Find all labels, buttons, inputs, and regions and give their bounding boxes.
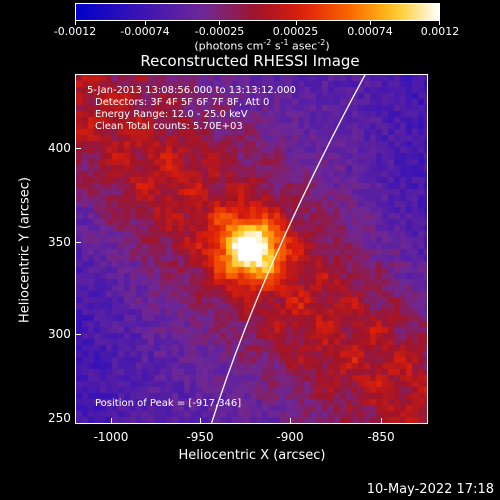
colorbar-tick-mark (144, 21, 146, 25)
x-tick-label: -900 (276, 430, 304, 444)
info-line-detectors: Detectors: 3F 4F 5F 6F 7F 8F, Att 0 (95, 97, 270, 108)
colorbar-tick-label: 0.0012 (420, 25, 460, 38)
y-tick-label: 350 (48, 235, 71, 249)
x-tick-label: -850 (367, 430, 395, 444)
y-axis-label: Heliocentric Y (arcsec) (17, 177, 33, 323)
colorbar-tick-mark (75, 21, 76, 25)
colorbar-tick-label: -0.00074 (120, 25, 170, 38)
x-tick-mark (200, 418, 201, 424)
y-tick-label: 400 (48, 141, 71, 155)
colorbar-tick-mark (370, 21, 372, 25)
colorbar-tick-label: 0.00025 (272, 25, 319, 38)
y-tick-mark (75, 242, 81, 243)
solar-limb-line (210, 75, 366, 423)
y-tick-label: 250 (48, 411, 71, 425)
x-tick-label: -1000 (93, 430, 129, 444)
x-tick-mark (381, 418, 382, 424)
heatmap-image (76, 75, 427, 423)
y-tick-mark (75, 148, 81, 149)
plot-area (75, 74, 428, 424)
colorbar (75, 3, 440, 21)
info-line-time: 5-Jan-2013 13:08:56.000 to 13:13:12.000 (87, 85, 296, 96)
timestamp: 10-May-2022 17:18 (366, 482, 494, 497)
colorbar-tick-mark (295, 21, 297, 25)
x-axis-label: Heliocentric X (arcsec) (178, 448, 326, 463)
x-tick-mark (290, 418, 291, 424)
x-tick-label: -950 (186, 430, 214, 444)
colorbar-tick-mark (219, 21, 221, 25)
colorbar-tick-label: 0.00074 (347, 25, 393, 38)
colorbar-units: (photons cm-2 s-1 asec-2) (194, 38, 330, 53)
colorbar-tick-label: -0.0012 (53, 25, 97, 38)
plot-title: Reconstructed RHESSI Image (140, 52, 360, 70)
info-line-energy: Energy Range: 12.0 - 25.0 keV (95, 109, 248, 120)
y-tick-mark (75, 334, 81, 335)
info-line-clean: Clean Total counts: 5.70E+03 (95, 121, 243, 132)
y-tick-label: 300 (48, 327, 71, 341)
x-tick-mark (111, 418, 112, 424)
colorbar-tick-label: -0.00025 (194, 25, 245, 38)
colorbar-tick-mark (439, 21, 440, 25)
peak-position-text: Position of Peak = [-917,346] (95, 398, 242, 409)
